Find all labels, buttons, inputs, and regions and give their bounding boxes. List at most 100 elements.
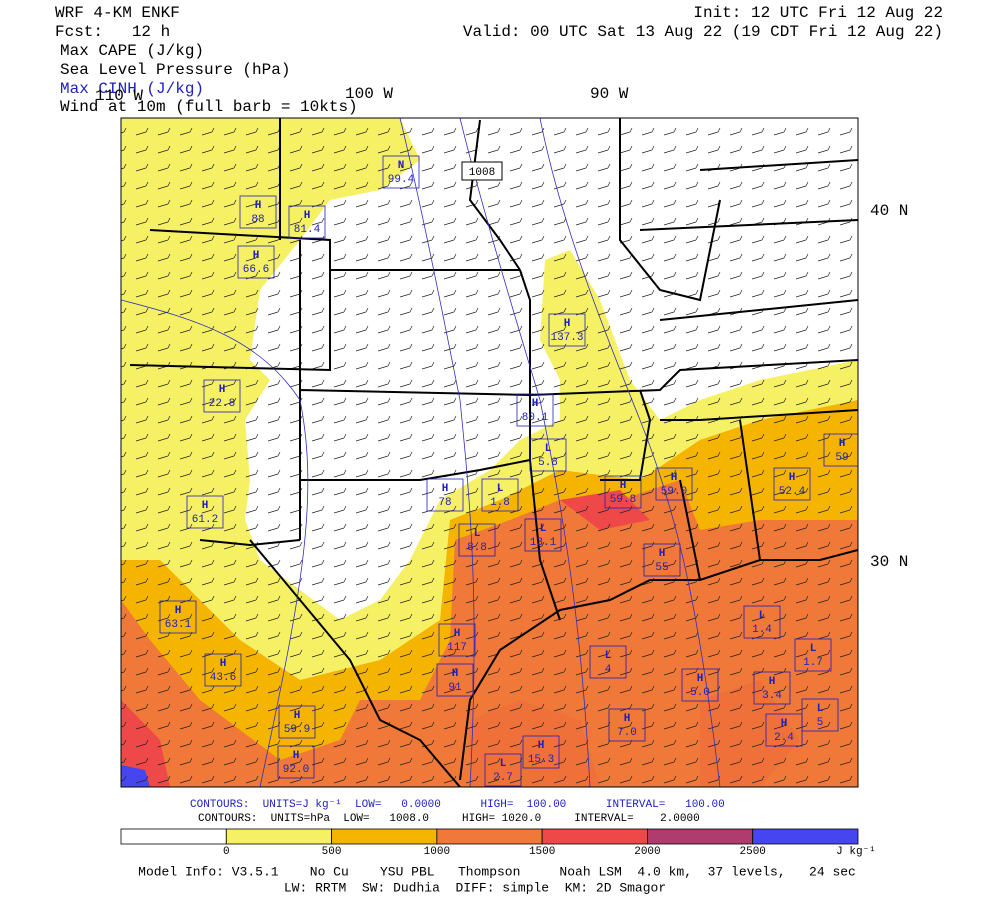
colorbar-tick-label: 0 xyxy=(223,846,230,858)
marker-letter: L xyxy=(605,650,612,662)
marker-box xyxy=(794,638,832,672)
colorbar-segment xyxy=(120,828,227,845)
marker-value: 52.4 xyxy=(779,486,806,498)
pressure-marker: H 63.1 xyxy=(159,600,197,634)
marker-box xyxy=(773,467,811,501)
wind-barbs xyxy=(121,118,858,787)
marker-box xyxy=(458,523,496,557)
marker-letter: H xyxy=(253,250,260,262)
colorbar-tick-label: 2000 xyxy=(634,846,660,858)
marker-box xyxy=(436,663,474,697)
footer: CONTOURS: UNITS=J kg⁻¹ LOW= 0.0000 HIGH=… xyxy=(120,799,876,895)
field-label: Sea Level Pressure (hPa) xyxy=(60,61,290,79)
marker-value: 5.0 xyxy=(690,687,710,699)
marker-box xyxy=(681,668,719,702)
pressure-marker: H 59 xyxy=(823,433,858,467)
marker-letter: L xyxy=(817,703,824,715)
marker-box xyxy=(237,245,275,279)
lon-label: 100 W xyxy=(345,85,393,103)
marker-letter: H xyxy=(219,384,226,396)
marker-letter: L xyxy=(474,528,481,540)
pressure-marker: H 22.8 xyxy=(203,379,241,413)
pressure-marker: H 15.3 xyxy=(522,735,560,769)
lat-label: 40 N xyxy=(870,202,908,220)
marker-box xyxy=(801,698,839,732)
marker-box xyxy=(522,735,560,769)
colorbar-segment xyxy=(541,828,648,845)
isobar-label: 1008 xyxy=(469,167,495,179)
colorbar: 0 500 1000 1500 2000 2500 J kg⁻¹ xyxy=(120,828,876,858)
marker-box xyxy=(484,753,522,787)
marker-letter: H xyxy=(175,605,182,617)
marker-letter: H xyxy=(538,740,545,752)
marker-value: 3.4 xyxy=(762,690,782,702)
marker-letter: L xyxy=(500,758,507,770)
marker-letter: H xyxy=(671,472,678,484)
marker-letter: H xyxy=(789,472,796,484)
colorbar-tick-label: 1000 xyxy=(424,846,450,858)
field-label: Max CAPE (J/kg) xyxy=(60,42,204,60)
colorbar-unit: J kg⁻¹ xyxy=(836,846,876,858)
pressure-marker: L 13.1 xyxy=(524,518,562,552)
pressure-marker: L 1.4 xyxy=(743,605,781,639)
marker-letter: H xyxy=(769,676,776,688)
isobars xyxy=(121,118,721,787)
marker-value: 8.8 xyxy=(467,542,487,554)
marker-letter: H xyxy=(220,658,227,670)
marker-box xyxy=(743,605,781,639)
physics-info: LW: RRTM SW: Dudhia DIFF: simple KM: 2D … xyxy=(284,880,666,895)
marker-box xyxy=(203,379,241,413)
marker-value: 99.4 xyxy=(388,174,415,186)
marker-box xyxy=(753,671,791,705)
pressure-marker: H 91 xyxy=(436,663,474,697)
marker-letter: H xyxy=(293,750,300,762)
marker-box xyxy=(288,205,326,239)
contour-info: CONTOURS: UNITS=hPa LOW= 1008.0 HIGH= 10… xyxy=(198,813,700,825)
pressure-marker: H 61.2 xyxy=(186,495,224,529)
model-title: WRF 4-KM ENKF xyxy=(55,4,180,22)
marker-box xyxy=(516,393,554,427)
pressure-marker: H 43.6 xyxy=(204,653,242,687)
lon-label: 110 W xyxy=(95,87,143,105)
lat-label: 30 N xyxy=(870,553,908,571)
marker-value: 1.4 xyxy=(752,624,772,636)
pressure-marker: H 88 xyxy=(239,195,277,229)
marker-box xyxy=(239,195,277,229)
marker-value: 55 xyxy=(655,562,668,574)
lon-label: 90 W xyxy=(590,85,629,103)
valid-time: Valid: 00 UTC Sat 13 Aug 22 (19 CDT Fri … xyxy=(463,23,943,41)
pressure-marker: H 59.0 xyxy=(655,467,693,501)
marker-letter: H xyxy=(442,483,449,495)
pressure-marker: H 59.8 xyxy=(604,475,642,509)
model-info: Model Info: V3.5.1 No Cu YSU PBL Thompso… xyxy=(138,864,856,879)
marker-letter: H xyxy=(452,668,459,680)
marker-value: 91 xyxy=(448,682,462,694)
marker-value: 59.0 xyxy=(661,486,687,498)
pressure-marker: H 137.3 xyxy=(548,313,586,347)
marker-box xyxy=(524,518,562,552)
marker-value: 1.8 xyxy=(490,497,510,509)
marker-box xyxy=(604,475,642,509)
marker-value: 5.8 xyxy=(538,457,558,469)
pressure-marker: H 5.0 xyxy=(681,668,719,702)
marker-letter: H xyxy=(564,318,571,330)
graticule-labels: 110 W 100 W 90 W 40 N 30 N xyxy=(95,85,908,571)
colorbar-tick-label: 2500 xyxy=(740,846,766,858)
header: WRF 4-KM ENKF Fcst: 12 h Max CAPE (J/kg)… xyxy=(55,4,943,116)
map-frame xyxy=(120,117,859,788)
state-borders xyxy=(129,118,858,787)
marker-value: 59.9 xyxy=(284,724,310,736)
marker-value: 15.3 xyxy=(528,754,554,766)
marker-box xyxy=(186,495,224,529)
pressure-marker: H 55 xyxy=(643,543,681,577)
pressure-marker: H 78 xyxy=(426,478,464,512)
marker-letter: H xyxy=(255,200,262,212)
marker-box xyxy=(278,705,316,739)
marker-value: 5 xyxy=(817,717,824,729)
isobar-label-box xyxy=(461,161,503,181)
marker-value: 88 xyxy=(251,214,264,226)
marker-value: 13.1 xyxy=(530,537,557,549)
marker-box xyxy=(277,745,315,779)
marker-value: 63.1 xyxy=(165,619,192,631)
